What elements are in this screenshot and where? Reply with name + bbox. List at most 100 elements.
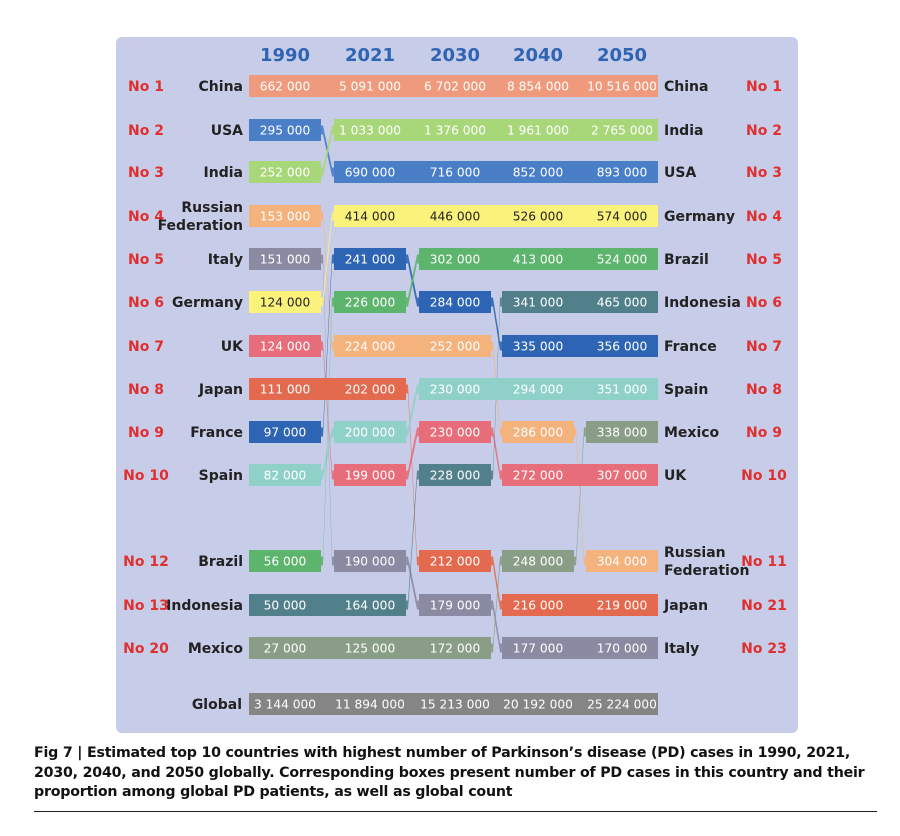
value-label-japan-2021: 202 000	[345, 383, 395, 397]
box-spain-2040	[502, 378, 574, 400]
value-label-usa-2030: 716 000	[430, 166, 480, 180]
left-rank-label: No 5	[128, 252, 164, 268]
value-label-japan-1990: 111 000	[260, 383, 310, 397]
value-label-brazil-1990: 56 000	[264, 555, 307, 569]
box-france-1990	[249, 421, 321, 443]
value-label-usa-2040: 852 000	[513, 166, 563, 180]
left-country-label: China	[199, 79, 243, 95]
band-germany-0	[317, 211, 338, 307]
value-label-spain-2040: 294 000	[513, 383, 563, 397]
band-japan-2	[487, 556, 506, 610]
box-mexico-2030	[419, 637, 491, 659]
value-label-russian-federation-2021: 224 000	[345, 340, 395, 354]
left-rank-label: No 10	[123, 468, 169, 484]
value-label-india-2040: 1 961 000	[507, 124, 569, 138]
band-mexico-2	[487, 556, 506, 653]
value-label-spain-2030: 230 000	[430, 383, 480, 397]
box-germany-2030	[419, 205, 491, 227]
band-italy-1	[402, 556, 423, 610]
box-japan-2030	[419, 550, 491, 572]
value-label-spain-2050: 351 000	[597, 383, 647, 397]
box-russian-federation-2030	[419, 335, 491, 357]
left-country-label: Italy	[208, 252, 243, 268]
year-header-2040: 2040	[513, 45, 563, 66]
value-label-indonesia-1990: 50 000	[264, 599, 307, 613]
box-germany-2040	[502, 205, 574, 227]
global-value-2021: 11 894 000	[335, 698, 405, 712]
value-label-usa-1990: 295 000	[260, 124, 310, 138]
band-uk-0	[317, 341, 338, 480]
box-brazil-2040	[502, 248, 574, 270]
box-uk-2040	[502, 464, 574, 486]
global-value-1990: 3 144 000	[254, 698, 316, 712]
value-label-france-2040: 335 000	[513, 340, 563, 354]
value-label-indonesia-2021: 164 000	[345, 599, 395, 613]
right-rank-label: No 1	[746, 79, 782, 95]
right-rank-label: No 2	[746, 123, 782, 139]
right-country-label: Italy	[664, 641, 699, 657]
left-country-label: Russian Federation	[158, 200, 243, 234]
left-country-label: UK	[221, 339, 244, 355]
band-mexico-3	[570, 427, 590, 566]
box-germany-1990	[249, 291, 321, 313]
band-brazil-0	[317, 297, 338, 566]
box-mexico-1990	[249, 637, 321, 659]
box-china-2030	[419, 75, 491, 97]
box-usa-1990	[249, 119, 321, 141]
right-rank-label: No 4	[746, 209, 782, 225]
right-rank-label: No 11	[741, 554, 787, 570]
box-spain-2021	[334, 421, 406, 443]
value-label-germany-1990: 124 000	[260, 296, 310, 310]
right-rank-label: No 8	[746, 382, 782, 398]
left-rank-label: No 7	[128, 339, 164, 355]
value-label-china-2030: 6 702 000	[424, 80, 486, 94]
caption-rule	[34, 811, 877, 812]
right-country-label: China	[664, 79, 708, 95]
value-label-brazil-2040: 413 000	[513, 253, 563, 267]
global-value-2040: 20 192 000	[503, 698, 573, 712]
right-country-label: Spain	[664, 382, 708, 398]
value-label-india-2050: 2 765 000	[591, 124, 653, 138]
box-mexico-2021	[334, 637, 406, 659]
band-indonesia-1	[402, 470, 423, 610]
value-label-india-2021: 1 033 000	[339, 124, 401, 138]
right-rank-label: No 6	[746, 295, 782, 311]
global-value-2050: 25 224 000	[587, 698, 657, 712]
right-country-label: Germany	[664, 209, 735, 225]
global-value-2030: 15 213 000	[420, 698, 490, 712]
right-country-label: USA	[664, 165, 696, 181]
value-label-japan-2050: 219 000	[597, 599, 647, 613]
box-brazil-1990	[249, 550, 321, 572]
year-header-2021: 2021	[345, 45, 395, 66]
value-label-germany-2021: 414 000	[345, 210, 395, 224]
value-label-usa-2021: 690 000	[345, 166, 395, 180]
value-label-japan-2030: 212 000	[430, 555, 480, 569]
value-label-france-2030: 284 000	[430, 296, 480, 310]
value-label-brazil-2030: 302 000	[430, 253, 480, 267]
value-label-uk-2050: 307 000	[597, 469, 647, 483]
left-rank-label: No 20	[123, 641, 169, 657]
right-rank-label: No 21	[741, 598, 787, 614]
year-header-2050: 2050	[597, 45, 647, 66]
box-russian-federation-1990	[249, 205, 321, 227]
value-label-italy-2040: 177 000	[513, 642, 563, 656]
box-france-2050	[586, 335, 658, 357]
left-country-label: USA	[211, 123, 243, 139]
right-country-label: Mexico	[664, 425, 720, 441]
value-label-uk-1990: 124 000	[260, 340, 310, 354]
value-label-china-2050: 10 516 000	[587, 80, 657, 94]
left-rank-label: No 13	[123, 598, 169, 614]
right-country-label: India	[664, 123, 703, 139]
left-rank-label: No 8	[128, 382, 164, 398]
left-country-label: Mexico	[188, 641, 244, 657]
right-country-label: Brazil	[664, 252, 709, 268]
box-usa-2040	[502, 161, 574, 183]
box-russian-federation-2021	[334, 335, 406, 357]
left-rank-label: No 12	[123, 554, 169, 570]
value-label-germany-2030: 446 000	[430, 210, 480, 224]
value-label-russian-federation-2030: 252 000	[430, 340, 480, 354]
value-label-france-1990: 97 000	[264, 426, 307, 440]
box-usa-2050	[586, 161, 658, 183]
left-country-label: India	[204, 165, 243, 181]
left-rank-label: No 6	[128, 295, 164, 311]
